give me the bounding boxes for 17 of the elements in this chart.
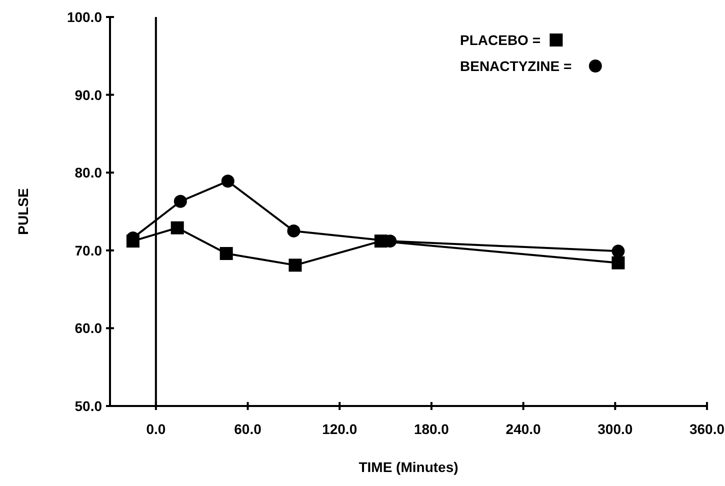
x-tick-label: 300.0 (598, 421, 633, 437)
x-tick-label: 180.0 (414, 421, 450, 437)
y-tick-label: 50.0 (74, 398, 102, 414)
y-tick-label: 70.0 (74, 242, 102, 258)
x-tick-label: 360.0 (689, 421, 725, 437)
x-axis-title: TIME (Minutes) (358, 459, 458, 475)
y-tick-label: 90.0 (74, 86, 102, 103)
x-tick-label: 60.0 (234, 421, 262, 437)
x-tick-label: 120.0 (322, 421, 358, 437)
y-axis-title: PULSE (15, 188, 31, 235)
x-tick-label: 240.0 (506, 421, 542, 437)
y-tick-label: 100.0 (66, 9, 102, 25)
legend-label: BENACTYZINE = (460, 58, 572, 74)
y-tick-label: 80.0 (74, 164, 102, 181)
legend-label: PLACEBO = (460, 32, 541, 48)
x-tick-label: 0.0 (146, 421, 166, 437)
y-tick-label: 60.0 (74, 320, 102, 336)
